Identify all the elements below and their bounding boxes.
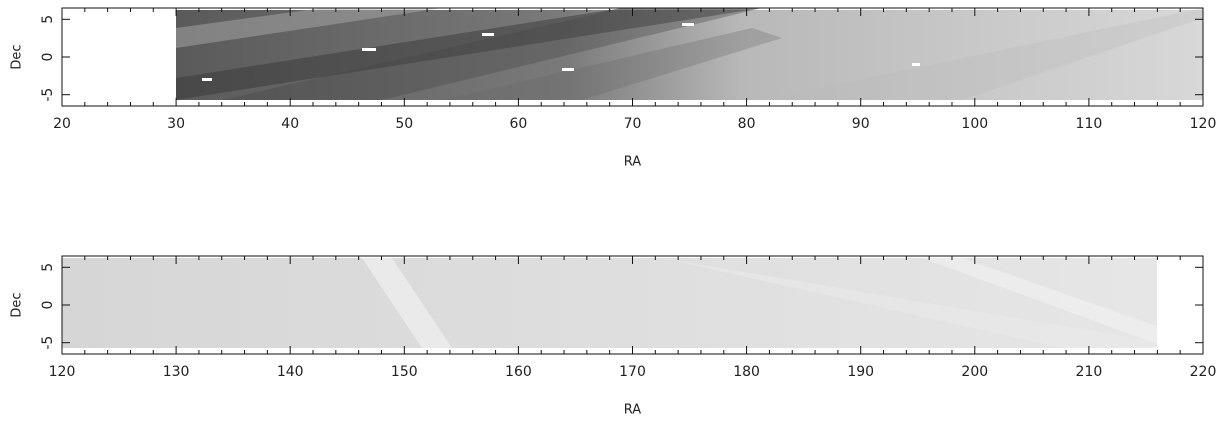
x-tick-label: 210	[1076, 364, 1103, 380]
y-axis-label: Dec	[10, 44, 25, 69]
y-tick-label: 0	[40, 53, 56, 62]
x-tick-label: 170	[619, 364, 646, 380]
x-tick-label: 50	[395, 116, 413, 132]
coverage-image	[62, 258, 1157, 348]
panel: 120 130 140 150 160 170 180 190 200 210 220 -5 0 5 RA D…	[10, 255, 1217, 418]
x-tick-label: 90	[852, 116, 870, 132]
y-tick-label: 0	[40, 301, 56, 310]
x-tick-label: 100	[961, 116, 988, 132]
x-axis-label: RA	[624, 155, 642, 170]
x-tick-label: 20	[53, 116, 71, 132]
x-tick-label: 150	[391, 364, 418, 380]
x-tick-label: 190	[847, 364, 874, 380]
x-tick-label: 80	[738, 116, 756, 132]
x-axis-label: RA	[624, 403, 642, 418]
x-tick-label: 70	[624, 116, 642, 132]
y-tick-label: 5	[40, 15, 56, 24]
y-tick-label: -5	[40, 336, 56, 350]
coverage-image	[176, 8, 1203, 100]
x-tick-label: 220	[1190, 364, 1217, 380]
x-tick-label: 140	[277, 364, 304, 380]
x-tick-label: 110	[1076, 116, 1103, 132]
x-tick-label: 30	[167, 116, 185, 132]
x-tick-label: 40	[281, 116, 299, 132]
x-tick-label: 200	[961, 364, 988, 380]
x-tick-label: 180	[733, 364, 760, 380]
x-tick-label: 60	[509, 116, 527, 132]
x-tick-label: 130	[163, 364, 190, 380]
y-axis-label: Dec	[10, 292, 25, 317]
y-tick-label: -5	[40, 88, 56, 102]
x-tick-label: 120	[49, 364, 76, 380]
panel: 20 30 40 50 60 70 80 90 100 110 120 -5 0 5 RA Dec	[10, 7, 1217, 170]
x-tick-label: 120	[1190, 116, 1217, 132]
y-tick-label: 5	[40, 263, 56, 272]
x-tick-label: 160	[505, 364, 532, 380]
